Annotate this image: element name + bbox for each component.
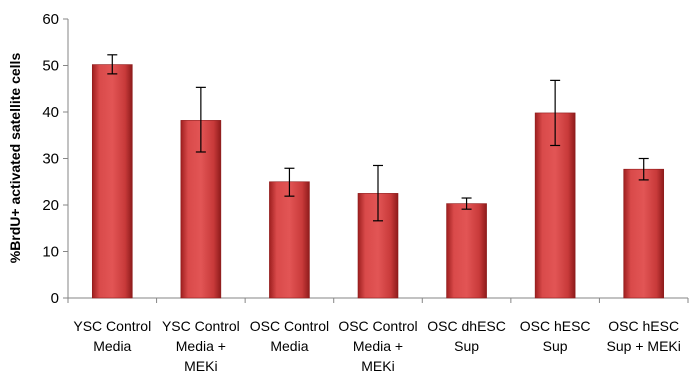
category-label-line: OSC hESC <box>608 318 679 334</box>
category-label: OSC hESC Sup + MEKi <box>607 318 681 354</box>
y-tick-label: 20 <box>42 197 59 214</box>
y-tick-label: 50 <box>42 58 59 75</box>
y-tick-label: 40 <box>42 104 59 121</box>
category-label-line: MEKi <box>361 358 394 374</box>
y-tick-label: 0 <box>51 290 59 307</box>
bar <box>269 181 310 299</box>
category-label: OSC hESC Sup <box>520 318 591 354</box>
y-tick-label: 30 <box>42 151 59 168</box>
category-label-line: Media + <box>176 338 226 354</box>
category-label-line: Media + <box>353 338 403 354</box>
category-label: OSC Control Media + MEKi <box>338 318 417 374</box>
category-label: YSC Control Media + MEKi <box>162 318 240 374</box>
y-axis: 0 10 20 30 40 50 60 <box>42 11 69 307</box>
y-tick-label: 10 <box>42 244 59 261</box>
y-axis-title: %BrdU+ activated satellite cells <box>7 53 23 264</box>
category-label-line: OSC Control <box>250 318 329 334</box>
category-label-line: YSC Control <box>73 318 151 334</box>
error-bars-group <box>107 54 649 222</box>
bars-group <box>91 64 665 299</box>
x-axis <box>67 297 689 303</box>
category-label: OSC dhESC Sup <box>427 318 506 354</box>
category-label-line: YSC Control <box>162 318 240 334</box>
category-label-line: Sup <box>543 338 568 354</box>
category-label-line: Sup + MEKi <box>607 338 681 354</box>
category-label-line: MEKi <box>184 358 217 374</box>
bar <box>91 64 133 299</box>
category-label-line: Media <box>270 338 308 354</box>
category-label-line: OSC Control <box>338 318 417 334</box>
category-label: OSC Control Media <box>250 318 329 354</box>
category-label-line: Media <box>93 338 131 354</box>
category-label-line: OSC dhESC <box>427 318 506 334</box>
category-label-line: OSC hESC <box>520 318 591 334</box>
bar <box>623 168 665 299</box>
category-label: YSC Control Media <box>73 318 151 354</box>
y-tick-label: 60 <box>42 11 59 28</box>
bar <box>446 203 487 299</box>
category-label-line: Sup <box>454 338 479 354</box>
